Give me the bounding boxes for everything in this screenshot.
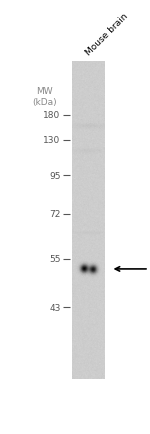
Text: 130: 130 xyxy=(43,136,61,145)
Text: 180: 180 xyxy=(43,111,61,120)
Text: 43: 43 xyxy=(49,303,61,312)
Text: 55: 55 xyxy=(49,255,61,264)
Text: 72: 72 xyxy=(49,210,61,219)
Text: 95: 95 xyxy=(49,171,61,180)
Text: Mouse brain: Mouse brain xyxy=(84,12,130,57)
Text: MW
(kDa): MW (kDa) xyxy=(32,87,57,106)
